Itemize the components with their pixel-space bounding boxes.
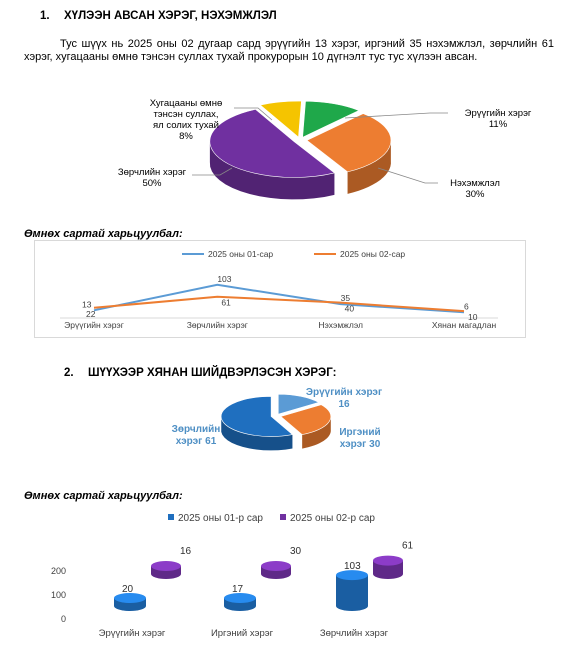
bar-x-label-0: Эрүүгийн хэрэг bbox=[99, 628, 166, 639]
bar-y-tick-2: 200 bbox=[51, 566, 66, 576]
pie1-label-violation: Зөрчлийн хэрэг 50% bbox=[117, 167, 187, 189]
bar-value-s1-0: 16 bbox=[180, 546, 192, 557]
bar-y-tick-1: 100 bbox=[51, 590, 66, 600]
pie1-label-early-release: Хугацааны өмнө тэнсэн суллах, ял солих т… bbox=[149, 98, 223, 142]
section-1-heading: 1. ХҮЛЭЭН АВСАН ХЭРЭГ, НЭХЭМЖЛЭЛ bbox=[40, 10, 277, 22]
pie2-label-civil: Иргэний хэрэг 30 bbox=[339, 427, 381, 450]
x-tick-label-0: Эрүүгийн хэрэг bbox=[64, 320, 124, 330]
pie2-slice-0 bbox=[277, 393, 320, 415]
line-series-0 bbox=[93, 283, 465, 314]
line-chart-frame bbox=[34, 240, 526, 338]
data-label-s0-0: 13 bbox=[82, 299, 92, 309]
bar-s1-0 bbox=[151, 561, 181, 579]
bar-value-s0-0: 20 bbox=[122, 584, 134, 595]
bar-legend-label-0: 2025 оны 01-р сар bbox=[178, 513, 263, 524]
comparison-heading-1: Өмнөх сартай харьцуулбал: bbox=[24, 228, 183, 240]
bar-chart-comparison: 2025 оны 01-р сар 2025 оны 02-р сар 0 100 20… bbox=[51, 513, 414, 639]
x-tick-label-3: Хянан магадлан bbox=[432, 320, 497, 330]
bar-s1-2 bbox=[373, 555, 403, 579]
section-1-title: ХҮЛЭЭН АВСАН ХЭРЭГ, НЭХЭМЖЛЭЛ bbox=[64, 10, 277, 22]
section-2-title: ШҮҮХЭЭР ХЯНАН ШИЙДВЭРЛЭСЭН ХЭРЭГ: bbox=[88, 367, 337, 379]
bar-s1-1 bbox=[261, 561, 291, 579]
pie1-label-criminal: Эрүүгийн хэрэг 11% bbox=[464, 108, 532, 130]
bar-y-tick-0: 0 bbox=[61, 614, 66, 624]
section-2-heading: 2. ШҮҮХЭЭР ХЯНАН ШИЙДВЭРЛЭСЭН ХЭРЭГ: bbox=[64, 367, 336, 379]
bar-s0-1 bbox=[224, 593, 256, 611]
bar-value-s1-1: 30 bbox=[290, 546, 302, 557]
data-label-s0-3: 6 bbox=[464, 301, 469, 311]
line-chart-comparison: 2025 оны 01-сар 2025 оны 02-сар Эрүүгийн х… bbox=[60, 249, 498, 330]
x-tick-label-2: Нэхэмжлэл bbox=[318, 320, 363, 330]
pie2-slice-1 bbox=[280, 404, 332, 449]
data-label-s1-3: 10 bbox=[468, 312, 478, 322]
legend-label-1: 2025 оны 02-сар bbox=[340, 249, 405, 259]
pie2-slice-2 bbox=[220, 396, 294, 451]
pie1-label-claims: Нэхэмжлэл 30% bbox=[450, 178, 500, 200]
data-label-s1-0: 22 bbox=[86, 309, 96, 319]
data-label-s1-2: 40 bbox=[345, 304, 355, 314]
bar-value-s1-2: 61 bbox=[402, 541, 414, 552]
pie2-label-violation: Зөрчлийн хэрэг 61 bbox=[171, 424, 221, 447]
pie1-leader-lines bbox=[192, 107, 448, 184]
pie1-slice-1 bbox=[306, 113, 392, 194]
comparison-heading-2: Өмнөх сартай харьцуулбал: bbox=[24, 490, 183, 502]
bar-s0-0 bbox=[114, 593, 146, 611]
bar-value-s0-1: 17 bbox=[232, 584, 244, 595]
legend-label-0: 2025 оны 01-сар bbox=[208, 249, 273, 259]
data-label-s0-1: 103 bbox=[217, 274, 231, 284]
pie1-slice-2 bbox=[209, 109, 336, 200]
bar-x-label-1: Иргэний хэрэг bbox=[211, 628, 274, 639]
bar-legend-swatch-1 bbox=[280, 514, 286, 520]
bar-x-label-2: Зөрчлийн хэрэг bbox=[320, 628, 389, 639]
data-label-s1-1: 61 bbox=[221, 298, 231, 308]
pie-chart-received bbox=[209, 100, 392, 200]
section-1-number: 1. bbox=[40, 10, 50, 22]
bar-value-s0-2: 103 bbox=[344, 561, 361, 572]
pie1-slice-3 bbox=[259, 100, 302, 138]
pie2-label-criminal: Эрүүгийн хэрэг 16 bbox=[305, 387, 383, 410]
section-1-paragraph: Тус шүүх нь 2025 оны 02 дугаар сард эрүү… bbox=[24, 38, 554, 63]
bar-legend-label-1: 2025 оны 02-р сар bbox=[290, 513, 375, 524]
pie1-slice-0 bbox=[302, 100, 360, 138]
bar-legend-swatch-0 bbox=[168, 514, 174, 520]
data-label-s0-2: 35 bbox=[341, 293, 351, 303]
bar-s0-2 bbox=[336, 570, 368, 611]
section-2-number: 2. bbox=[64, 367, 74, 379]
x-tick-label-1: Зөрчлийн хэрэг bbox=[187, 320, 248, 330]
line-series-1 bbox=[93, 295, 465, 313]
pie-chart-resolved bbox=[220, 393, 332, 451]
